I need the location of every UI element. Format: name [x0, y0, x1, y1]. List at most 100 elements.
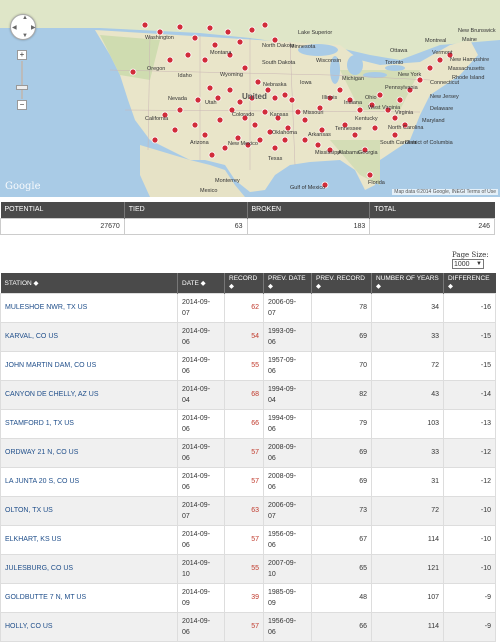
prev-date-cell: 2008-09- 06	[263, 466, 312, 497]
map-label: South Carolina	[380, 140, 417, 146]
map-label: Oklahoma	[272, 130, 298, 136]
map-label: Kansas	[270, 112, 289, 118]
table-row: ORDWAY 21 N, CO US 2014-09- 06 57 2008-09- 06…	[0, 437, 496, 468]
map-label: Georgia	[358, 150, 378, 156]
station-link[interactable]: LA JUNTA 20 S, CO US	[0, 466, 178, 497]
station-link[interactable]: ORDWAY 21 N, CO US	[0, 437, 178, 468]
column-header-prev-date[interactable]: PREV. DATE ◆	[263, 273, 312, 293]
station-link[interactable]: KARVAL, CO US	[0, 321, 178, 352]
map-label: District of Columbia	[405, 140, 453, 146]
zoom-slider-thumb[interactable]	[16, 85, 28, 90]
record-cell: 62	[224, 292, 264, 323]
years-cell: 103	[371, 408, 444, 439]
station-link[interactable]: MULESHOE NWR, TX US	[0, 292, 178, 323]
record-cell: 39	[224, 582, 264, 613]
prev-record-cell: 69	[311, 321, 372, 352]
summary-broken-value: 183	[246, 217, 371, 235]
map-attribution[interactable]: Map data ©2014 Google, INEGI Terms of Us…	[392, 189, 498, 195]
table-row: OLTON, TX US 2014-09- 07 63 2006-09- 07 73 72 -1…	[0, 495, 496, 526]
page-size-control: Page Size: 1000 ▼	[452, 251, 489, 269]
summary-header-broken: BROKEN	[247, 202, 371, 218]
map-label: South Dakota	[262, 60, 296, 66]
date-cell: 2014-09- 06	[177, 321, 225, 352]
difference-cell: -16	[443, 292, 496, 323]
date-cell: 2014-09- 06	[177, 408, 225, 439]
record-cell: 57	[224, 437, 264, 468]
date-cell: 2014-09- 07	[177, 495, 225, 526]
table-row: GOLDBUTTE 7 N, MT US 2014-09- 09 39 1985-09-…	[0, 582, 496, 613]
station-link[interactable]: HOLLY, CO US	[0, 611, 178, 642]
prev-date-cell: 1985-09- 09	[263, 582, 312, 613]
years-cell: 31	[371, 466, 444, 497]
station-link[interactable]: JULESBURG, CO US	[0, 553, 178, 584]
prev-record-cell: 73	[311, 495, 372, 526]
pan-control[interactable]: ▲ ▼ ◀ ▶	[10, 14, 36, 40]
column-header-station[interactable]: STATION ◆	[0, 273, 178, 293]
sort-icon: ◆	[376, 283, 381, 291]
prev-date-cell: 1957-09- 06	[263, 350, 312, 381]
map-label: Delaware	[430, 106, 454, 112]
date-cell: 2014-09- 06	[177, 524, 225, 555]
table-row: JOHN MARTIN DAM, CO US 2014-09- 06 55 1957-0…	[0, 350, 496, 381]
table-row: CANYON DE CHELLY, AZ US 2014-09- 04 68 1994-…	[0, 379, 496, 410]
difference-cell: -9	[443, 611, 496, 642]
column-header-number-of-years[interactable]: NUMBER OF YEARS ◆	[371, 273, 444, 293]
station-link[interactable]: JOHN MARTIN DAM, CO US	[0, 350, 178, 381]
table-row: HOLLY, CO US 2014-09- 06 57 1956-09- 06 66 114-…	[0, 611, 496, 642]
zoom-slider-track[interactable]	[21, 61, 23, 99]
station-link[interactable]: ELKHART, KS US	[0, 524, 178, 555]
column-header-record[interactable]: RECORD ◆	[224, 273, 264, 293]
sort-icon: ◆	[229, 283, 234, 291]
record-cell: 57	[224, 524, 264, 555]
station-map[interactable]: Washington Oregon Idaho Montana North Da…	[0, 0, 500, 197]
zoom-out-button[interactable]: −	[17, 100, 27, 110]
records-table: STATION ◆ DATE ◆ RECORD ◆ PREV. DATE ◆ PRE…	[0, 273, 496, 642]
difference-cell: -14	[443, 379, 496, 410]
map-label: Maryland	[422, 118, 445, 124]
map-label: Connecticut	[430, 80, 460, 86]
years-cell: 114	[371, 611, 444, 642]
map-label: Ottawa	[390, 48, 408, 54]
map-label: New York	[398, 72, 422, 78]
map-label: Tennessee	[335, 126, 362, 132]
map-label: Arizona	[190, 140, 209, 146]
summary-tied-value: 63	[123, 217, 248, 235]
years-cell: 33	[371, 437, 444, 468]
record-cell: 57	[224, 611, 264, 642]
difference-cell: -15	[443, 321, 496, 352]
zoom-in-button[interactable]: +	[17, 50, 27, 60]
map-label: Florida	[368, 180, 385, 186]
map-label: Colorado	[232, 112, 255, 118]
years-cell: 43	[371, 379, 444, 410]
map-label: Ohio	[365, 95, 377, 101]
map-label: Iowa	[300, 80, 312, 86]
map-label: Idaho	[178, 73, 192, 79]
page-size-select[interactable]: 1000 ▼	[452, 259, 484, 269]
sort-icon: ◆	[268, 283, 273, 291]
map-label: Indiana	[344, 100, 363, 106]
map-label: Massachusetts	[448, 66, 485, 72]
date-cell: 2014-09- 06	[177, 437, 225, 468]
station-link[interactable]: CANYON DE CHELLY, AZ US	[0, 379, 178, 410]
years-cell: 33	[371, 321, 444, 352]
column-header-prev-record[interactable]: PREV. RECORD ◆	[311, 273, 372, 293]
summary-table: POTENTIAL TIED BROKEN TOTAL 27670 63 183…	[0, 202, 495, 235]
prev-record-cell: 82	[311, 379, 372, 410]
date-cell: 2014-09- 10	[177, 553, 225, 584]
chevron-down-icon: ▼	[476, 261, 482, 267]
station-link[interactable]: STAMFORD 1, TX US	[0, 408, 178, 439]
column-header-date[interactable]: DATE ◆	[177, 273, 225, 293]
station-link[interactable]: GOLDBUTTE 7 N, MT US	[0, 582, 178, 613]
column-header-difference[interactable]: DIFFERENCE ◆	[443, 273, 496, 293]
map-label: Maine	[462, 37, 477, 43]
date-cell: 2014-09- 06	[177, 466, 225, 497]
station-link[interactable]: OLTON, TX US	[0, 495, 178, 526]
map-label: Missouri	[303, 110, 324, 116]
record-cell: 55	[224, 350, 264, 381]
record-cell: 57	[224, 466, 264, 497]
sort-icon: ◆	[198, 279, 206, 287]
map-label: Virginia	[395, 110, 414, 116]
table-row: JULESBURG, CO US 2014-09- 10 55 2007-09- 10 65…	[0, 553, 496, 584]
map-label: Lake Superior	[298, 30, 333, 36]
map-label: New Brunswick	[458, 28, 496, 34]
